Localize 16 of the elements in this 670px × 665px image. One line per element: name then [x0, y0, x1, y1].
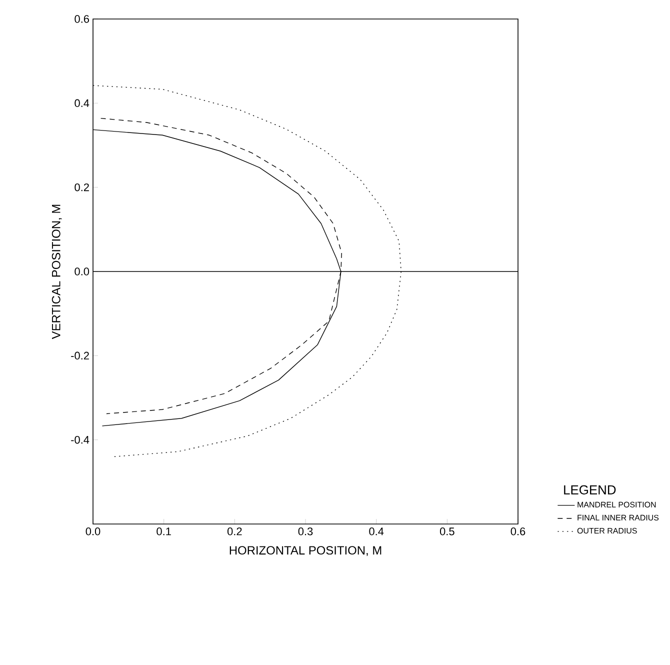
x-tick-label: 0.6 — [510, 528, 526, 536]
x-tick-label: 0.2 — [227, 528, 242, 536]
y-tick-label: 0.6 — [74, 15, 89, 23]
x-tick-label: 0.1 — [156, 528, 171, 536]
x-tick-label: 0.3 — [298, 528, 313, 536]
y-tick-label: 0.0 — [74, 268, 90, 276]
x-tick-label: 0.5 — [440, 528, 454, 536]
y-tick-label: 0.4 — [74, 99, 90, 108]
y-tick-label: -0.2 — [71, 352, 89, 360]
legend-title: LEGEND — [564, 485, 616, 494]
y-tick-label: -0.4 — [71, 436, 90, 444]
x-tick-label: 0.0 — [86, 528, 100, 536]
x-axis-title: HORIZONTAL POSITION, M — [230, 546, 382, 556]
y-tick-label: 0.2 — [74, 183, 89, 192]
x-tick-label: 0.4 — [369, 528, 384, 536]
y-axis-title: VERTICAL POSITION, M — [52, 204, 62, 340]
